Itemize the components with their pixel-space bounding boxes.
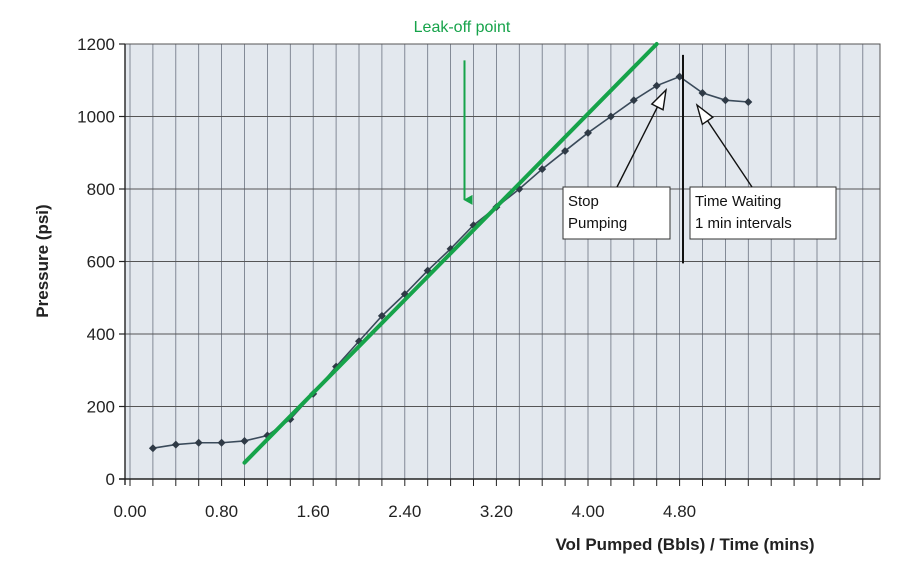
y-tick-label: 1000 [77,108,115,127]
data-point-marker [377,311,386,320]
x-tick-label: 4.80 [663,502,696,521]
y-tick-label: 600 [87,253,115,272]
tick-labels: 0 200 400 600 800 1000 1200 0.00 0.80 1.60 2.40 3.2… [77,35,696,521]
time-waiting-callout-box [689,186,837,240]
y-axis-title: Pressure (psi) [33,204,52,317]
data-point-marker [606,112,615,121]
data-point-marker [171,440,180,449]
x-tick-label: 1.60 [297,502,330,521]
time-waiting-callout: Time Waiting 1 min intervals [689,186,837,240]
stop-pumping-callout-text: Pumping [568,215,627,232]
data-point-marker [240,436,249,445]
y-tick-label: 0 [106,470,115,489]
x-tick-label: 0.00 [113,502,146,521]
leak-off-trend-line [242,42,659,465]
stop-pumping-callout-text: Stop [568,193,599,210]
x-axis-title: Vol Pumped (Bbls) / Time (mins) [555,535,814,554]
data-point-marker [538,165,547,174]
time-waiting-callout-text: 1 min intervals [695,215,792,232]
y-tick-label: 200 [87,398,115,417]
data-point-marker [629,96,638,105]
leak-off-label: Leak-off point [414,19,511,36]
x-tick-label: 3.20 [480,502,513,521]
time-waiting-arrow [695,103,753,188]
time-waiting-callout-text: Time Waiting [695,193,781,210]
data-point-marker [561,146,570,155]
data-point-marker [675,72,684,81]
data-point-marker [721,96,730,105]
data-point-marker [148,444,157,453]
data-point-marker [217,438,226,447]
time-waiting-arrow-head [695,103,714,126]
y-tick-label: 1200 [77,35,115,54]
x-tick-label: 0.80 [205,502,238,521]
x-tick-label: 4.00 [571,502,604,521]
axes [119,43,880,486]
annotation-layer: Leak-off point Stop Pumping Time Waiting 1 m… [242,19,837,465]
stop-pumping-callout: Stop Pumping [562,186,671,240]
data-point-marker [744,98,753,106]
stop-pumping-arrow [616,88,668,188]
data-point-marker [194,438,203,447]
y-tick-label: 800 [87,180,115,199]
data-point-marker [698,88,707,97]
stop-pumping-arrow-head [650,88,668,111]
y-tick-label: 400 [87,325,115,344]
stop-pumping-callout-box [562,186,671,240]
x-tick-label: 2.40 [388,502,421,521]
data-point-marker [652,81,661,90]
data-point-marker [584,128,592,137]
